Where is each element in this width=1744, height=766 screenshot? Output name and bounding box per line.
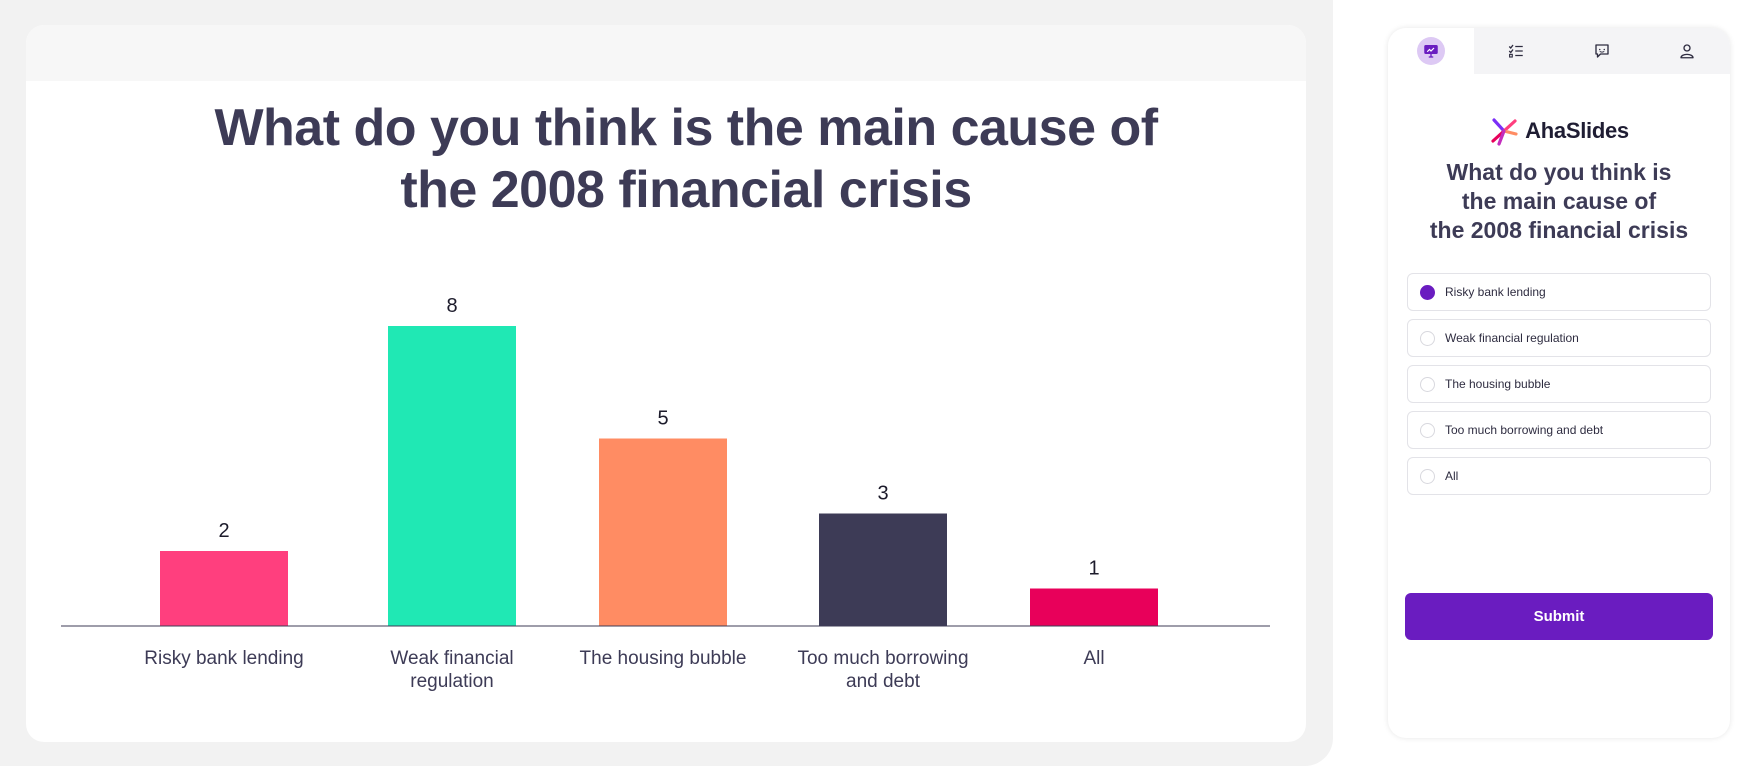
panel-tabs <box>1388 28 1730 74</box>
panel-question-line-3: the 2008 financial crisis <box>1429 217 1689 243</box>
presentation-icon <box>1424 45 1438 58</box>
tab-chat[interactable] <box>1559 28 1645 74</box>
option-label: Too much borrowing and debt <box>1445 423 1604 437</box>
category-label: The housing bubble <box>580 648 747 669</box>
category-label: Too much borrowing <box>797 648 968 669</box>
ahaslides-logo-icon <box>1491 118 1518 146</box>
panel-question: What do you think is the main cause of t… <box>1404 158 1714 245</box>
radio-button[interactable] <box>1420 468 1435 484</box>
option-borrowing-and-debt[interactable]: Too much borrowing and debt <box>1407 411 1711 449</box>
slide-title-line-2: the 2008 financial crisis <box>400 161 972 219</box>
tab-questions[interactable] <box>1474 28 1560 74</box>
bar-3 <box>819 513 947 626</box>
radio-button[interactable] <box>1420 330 1435 346</box>
bar-value-label: 2 <box>218 520 229 542</box>
checklist-icon <box>1509 44 1523 58</box>
bar-value-label: 5 <box>657 408 668 430</box>
presentation-icon-wrap <box>1416 37 1445 65</box>
slide-title-line-1: What do you think is the main cause of <box>214 99 1158 157</box>
bar-value-label: 1 <box>1088 558 1099 580</box>
slide-top-bar <box>26 25 1306 81</box>
option-label: Risky bank lending <box>1445 285 1546 299</box>
radio-button[interactable] <box>1420 376 1435 392</box>
bar-2 <box>599 438 727 626</box>
bar-value-label: 8 <box>446 295 457 317</box>
option-label: Weak financial regulation <box>1445 331 1579 345</box>
category-label: All <box>1083 648 1104 669</box>
panel-question-line-1: What do you think is <box>1446 159 1672 185</box>
category-label: Risky bank lending <box>144 648 303 669</box>
bar-chart: 2 Risky bank lending 8 Weak financialregula… <box>61 295 1270 692</box>
answer-options: Risky bank lending Weak financial regula… <box>1407 273 1711 503</box>
bar-1 <box>388 326 516 626</box>
tab-presentation[interactable] <box>1388 28 1474 74</box>
slide-title: What do you think is the main cause of t… <box>106 97 1266 221</box>
option-weak-financial-regulation[interactable]: Weak financial regulation <box>1407 319 1711 357</box>
bar-value-label: 3 <box>877 483 888 505</box>
radio-button[interactable] <box>1420 422 1435 438</box>
option-risky-bank-lending[interactable]: Risky bank lending <box>1407 273 1711 311</box>
presentation-area: What do you think is the main cause of t… <box>0 0 1333 766</box>
panel-question-line-2: the main cause of <box>1461 188 1657 214</box>
option-label: The housing bubble <box>1445 377 1551 391</box>
category-label: Weak financial <box>390 648 513 669</box>
presentation-slide: What do you think is the main cause of t… <box>26 25 1306 742</box>
audience-panel: AhaSlides What do you think is the main … <box>1388 28 1730 738</box>
option-label: All <box>1445 469 1459 483</box>
option-all[interactable]: All <box>1407 457 1711 495</box>
bar-4 <box>1030 588 1158 626</box>
radio-button[interactable] <box>1420 284 1435 300</box>
tab-profile[interactable] <box>1645 28 1731 74</box>
category-label: and debt <box>846 671 921 692</box>
category-label: regulation <box>410 671 493 692</box>
bar-0 <box>160 551 288 626</box>
user-icon <box>1680 44 1694 59</box>
option-housing-bubble[interactable]: The housing bubble <box>1407 365 1711 403</box>
submit-button[interactable]: Submit <box>1405 593 1713 640</box>
logo-text: AhaSlides <box>1525 118 1629 143</box>
chat-icon <box>1595 44 1609 58</box>
ahaslides-logo: AhaSlides <box>1388 116 1730 146</box>
